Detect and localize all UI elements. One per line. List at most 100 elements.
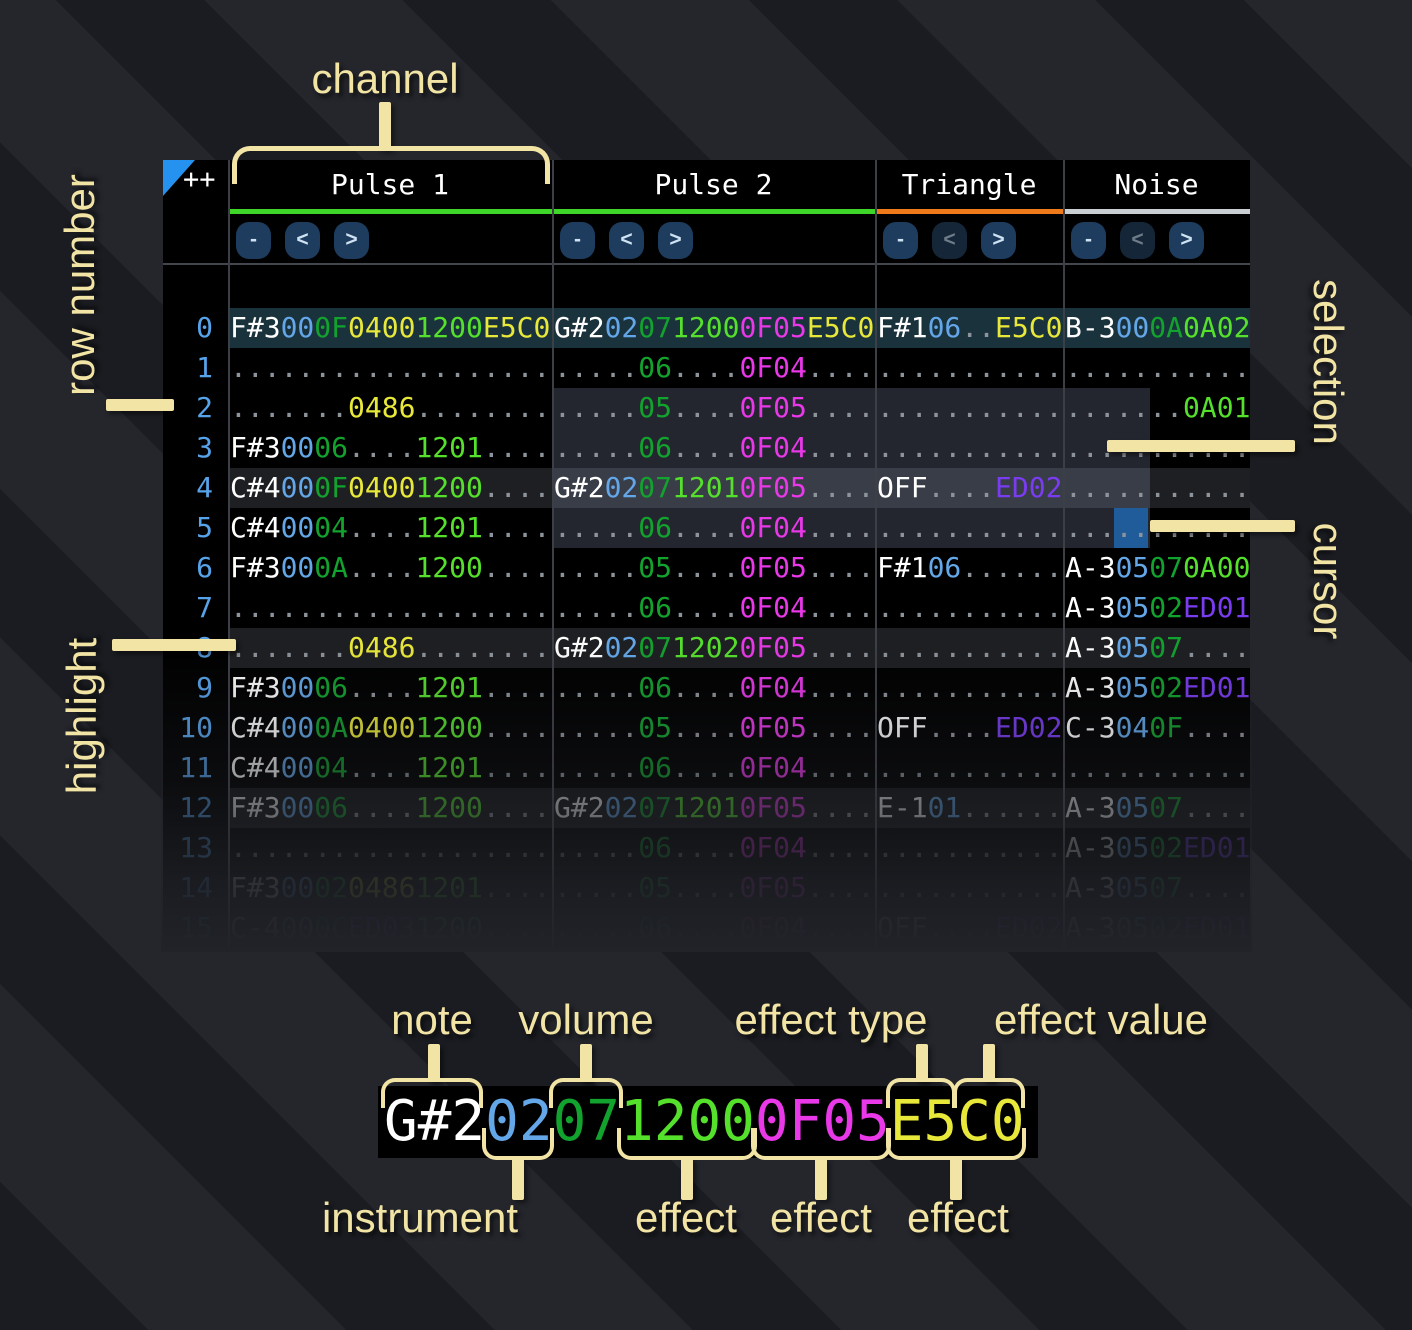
pattern-cell[interactable]: F#3000204861201....: [230, 871, 551, 904]
next-pattern-button[interactable]: >: [1169, 222, 1204, 259]
pattern-cell[interactable]: .....05....0F05....: [554, 391, 875, 424]
pattern-row[interactable]: 14 F#3000204861201.... .....05....0F05....…: [163, 868, 1250, 908]
effect1-bracket: [617, 1128, 757, 1160]
pattern-cell[interactable]: ...........: [877, 431, 1063, 464]
pattern-cell[interactable]: ...........: [877, 591, 1063, 624]
pattern-cell[interactable]: C#4000F04001200....: [230, 471, 551, 504]
pattern-cell[interactable]: ...........: [877, 751, 1063, 784]
remove-pattern-button[interactable]: -: [883, 222, 918, 259]
next-pattern-button[interactable]: >: [334, 222, 369, 259]
channel-header-triangle[interactable]: Triangle: [901, 168, 1037, 201]
pattern-row[interactable]: 10 C#4000A04001200.... .....05....0F05....…: [163, 708, 1250, 748]
pattern-cell[interactable]: F#30006....1200....: [230, 791, 551, 824]
pattern-cell[interactable]: A-30502ED01: [1065, 831, 1251, 864]
remove-pattern-button[interactable]: -: [560, 222, 595, 259]
pattern-row[interactable]: 3 F#30006....1201.... .....06....0F04.....…: [163, 428, 1250, 468]
pattern-cell[interactable]: G#2020712010F05....: [554, 471, 875, 504]
pattern-cell[interactable]: A-30507....: [1065, 871, 1251, 904]
effect3-label: effect: [907, 1194, 1009, 1241]
pattern-row[interactable]: 15 C-4000CED031200.... .....06....0F04....…: [163, 908, 1250, 948]
pattern-cell[interactable]: C-3040F....: [1065, 711, 1251, 744]
pattern-cell[interactable]: A-30502ED01: [1065, 591, 1251, 624]
pattern-cell[interactable]: F#30006....1201....: [230, 431, 551, 464]
pattern-row[interactable]: 11 C#40004....1201.... .....06....0F04....…: [163, 748, 1250, 788]
pattern-cell[interactable]: ...........: [877, 671, 1063, 704]
pattern-row[interactable]: 7................... .....06....0F04.....…: [163, 588, 1250, 628]
pattern-cell[interactable]: A-30507....: [1065, 631, 1251, 664]
pattern-cell[interactable]: ...........: [877, 871, 1063, 904]
pattern-cell[interactable]: ...................: [230, 591, 551, 624]
channel-header-pulse-2[interactable]: Pulse 2: [654, 168, 773, 201]
pattern-cell[interactable]: OFF....ED02: [877, 471, 1063, 504]
pattern-cell[interactable]: .....06....0F04....: [554, 831, 875, 864]
pattern-cell[interactable]: ...........: [877, 391, 1063, 424]
pattern-cell[interactable]: ...........: [1065, 751, 1251, 784]
pattern-cell[interactable]: ...........: [1065, 471, 1251, 504]
pattern-cell[interactable]: .....06....0F04....: [554, 351, 875, 384]
pattern-cell[interactable]: F#106......: [877, 551, 1063, 584]
pattern-corner-label[interactable]: ++: [183, 164, 216, 195]
pattern-cell[interactable]: G#2020712000F05E5C0: [554, 311, 875, 344]
pattern-cell[interactable]: .......0486........: [230, 391, 551, 424]
pattern-row[interactable]: 13................... .....06....0F04....…: [163, 828, 1250, 868]
next-pattern-button[interactable]: >: [981, 222, 1016, 259]
pattern-cell[interactable]: OFF....ED02: [877, 911, 1063, 944]
pattern-cell[interactable]: C-4000CED031200....: [230, 911, 551, 944]
pattern-row[interactable]: 4 C#4000F04001200.... G#2020712010F05.... O…: [163, 468, 1250, 508]
selection-annotation-line: [1107, 440, 1295, 452]
pattern-cell[interactable]: ...........: [1065, 351, 1251, 384]
pattern-cell[interactable]: OFF....ED02: [877, 711, 1063, 744]
pattern-cell[interactable]: F#30006....1201....: [230, 671, 551, 704]
volume-bracket: [549, 1078, 623, 1108]
remove-pattern-button[interactable]: -: [236, 222, 271, 259]
pattern-cell[interactable]: F#106..E5C0: [877, 311, 1063, 344]
pattern-cell[interactable]: C#40004....1201....: [230, 511, 551, 544]
pattern-cell[interactable]: A-30502ED01: [1065, 671, 1251, 704]
prev-pattern-button[interactable]: <: [932, 222, 967, 259]
next-pattern-button[interactable]: >: [658, 222, 693, 259]
pattern-cell[interactable]: .....05....0F05....: [554, 711, 875, 744]
pattern-cell[interactable]: F#3000A....1200....: [230, 551, 551, 584]
prev-pattern-button[interactable]: <: [1120, 222, 1155, 259]
pattern-row[interactable]: 12 F#30006....1200.... G#2020712010F05....…: [163, 788, 1250, 828]
prev-pattern-button[interactable]: <: [285, 222, 320, 259]
pattern-cell[interactable]: .....06....0F04....: [554, 751, 875, 784]
pattern-cell[interactable]: .....06....0F04....: [554, 591, 875, 624]
pattern-cell[interactable]: .....06....0F04....: [554, 511, 875, 544]
pattern-row[interactable]: 1................... .....06....0F04.....…: [163, 348, 1250, 388]
pattern-cell[interactable]: F#3000F04001200E5C0: [230, 311, 551, 344]
pattern-row[interactable]: 0 F#3000F04001200E5C0 G#2020712000F05E5C0 F…: [163, 308, 1250, 348]
pattern-row[interactable]: 6 F#3000A....1200.... .....05....0F05.... F…: [163, 548, 1250, 588]
pattern-row[interactable]: 9 F#30006....1201.... .....06....0F04.....…: [163, 668, 1250, 708]
pattern-row[interactable]: 8.......0486........G#2020712020F05.....…: [163, 628, 1250, 668]
pattern-cell[interactable]: ...........: [877, 511, 1063, 544]
pattern-cell[interactable]: .....06....0F04....: [554, 431, 875, 464]
prev-pattern-button[interactable]: <: [609, 222, 644, 259]
pattern-cell[interactable]: A-30507....: [1065, 791, 1251, 824]
pattern-cursor[interactable]: [1114, 508, 1148, 548]
pattern-cell[interactable]: E-101......: [877, 791, 1063, 824]
pattern-cell[interactable]: C#40004....1201....: [230, 751, 551, 784]
remove-pattern-button[interactable]: -: [1071, 222, 1106, 259]
pattern-cell[interactable]: B-3000A0A02: [1065, 311, 1251, 344]
pattern-cell[interactable]: .....06....0F04....: [554, 911, 875, 944]
pattern-cell[interactable]: G#2020712010F05....: [554, 791, 875, 824]
pattern-cell[interactable]: .......0A01: [1065, 391, 1251, 424]
pattern-row[interactable]: 2 .......0486........ .....05....0F05.....…: [163, 388, 1250, 428]
pattern-cell[interactable]: G#2020712020F05....: [554, 631, 875, 664]
pattern-cell[interactable]: ...................: [230, 351, 551, 384]
pattern-cell[interactable]: A-305070A00: [1065, 551, 1251, 584]
pattern-cell[interactable]: ...........: [877, 831, 1063, 864]
pattern-cell[interactable]: ...................: [230, 831, 551, 864]
pattern-cell[interactable]: .....05....0F05....: [554, 551, 875, 584]
pattern-cell[interactable]: ...........: [877, 351, 1063, 384]
channel-header-pulse-1[interactable]: Pulse 1: [330, 168, 449, 201]
channel-header-noise[interactable]: Noise: [1114, 168, 1199, 201]
pattern-cell[interactable]: .....05....0F05....: [554, 871, 875, 904]
pattern-cell[interactable]: .......0486........: [230, 631, 551, 664]
pattern-cell[interactable]: ...........: [877, 631, 1063, 664]
pattern-cell[interactable]: A-30502ED01: [1065, 911, 1251, 944]
pattern-cell[interactable]: C#4000A04001200....: [230, 711, 551, 744]
pattern-cell[interactable]: .....06....0F04....: [554, 671, 875, 704]
pattern-row[interactable]: 5 C#40004....1201.... .....06....0F04.....…: [163, 508, 1250, 548]
